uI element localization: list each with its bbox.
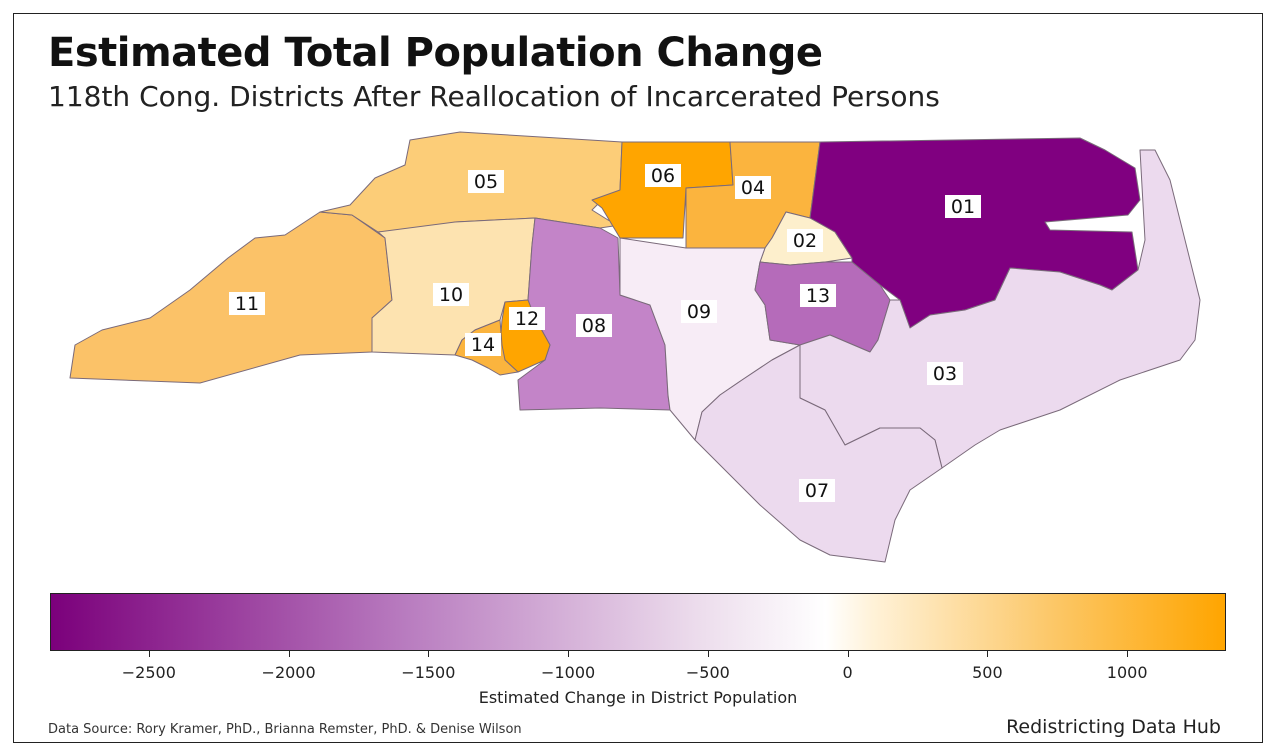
svg-text:12: 12 [515,308,539,330]
svg-text:04: 04 [741,177,765,199]
district-label-03: 03 [927,362,963,385]
svg-text:09: 09 [687,301,711,323]
legend-tick [568,651,570,657]
district-label-07: 07 [799,479,835,502]
legend-tick [288,651,290,657]
svg-text:01: 01 [951,196,975,218]
svg-text:06: 06 [651,165,675,187]
svg-text:10: 10 [439,284,463,306]
district-label-13: 13 [800,284,836,307]
legend-tick [987,651,989,657]
map-subtitle: 118th Cong. Districts After Reallocation… [48,80,940,113]
legend-tick [847,651,849,657]
district-label-12: 12 [509,307,545,330]
legend-tick [707,651,709,657]
district-label-14: 14 [465,333,501,356]
district-label-09: 09 [681,300,717,323]
legend-tick-label: 1000 [1106,663,1148,682]
legend-tick-label: −2500 [121,663,176,682]
map-title: Estimated Total Population Change [48,30,823,76]
district-label-10: 10 [433,283,469,306]
district-label-08: 08 [576,314,612,337]
svg-text:05: 05 [474,171,498,193]
legend-axis-title: Estimated Change in District Population [478,688,798,707]
legend-tick-label: −1000 [541,663,596,682]
legend-colorbar [50,593,1226,651]
district-label-05: 05 [468,170,504,193]
data-source-note: Data Source: Rory Kramer, PhD., Brianna … [48,722,522,737]
svg-text:02: 02 [793,230,817,252]
district-label-06: 06 [645,164,681,187]
legend-tick-label: 0 [842,663,853,682]
svg-text:07: 07 [805,480,829,502]
district-label-01: 01 [945,195,981,218]
legend-tick [428,651,430,657]
svg-text:14: 14 [471,334,495,356]
svg-text:13: 13 [806,285,830,307]
svg-text:11: 11 [235,293,259,315]
legend-tick-label: −500 [685,663,730,682]
legend-tick-label: −1500 [401,663,456,682]
svg-text:08: 08 [582,315,606,337]
legend-tick [1127,651,1129,657]
district-label-02: 02 [787,229,823,252]
legend-tick [148,651,150,657]
nc-district-map: 05 06 04 01 02 13 10 11 09 12 08 14 [69,131,1201,563]
district-label-11: 11 [229,292,265,315]
district-07[interactable] [694,344,943,563]
brand-label: Redistricting Data Hub [1006,716,1221,738]
legend-tick-label: −2000 [261,663,316,682]
legend-tick-label: 500 [972,663,1003,682]
svg-text:03: 03 [933,363,957,385]
district-label-04: 04 [735,176,771,199]
